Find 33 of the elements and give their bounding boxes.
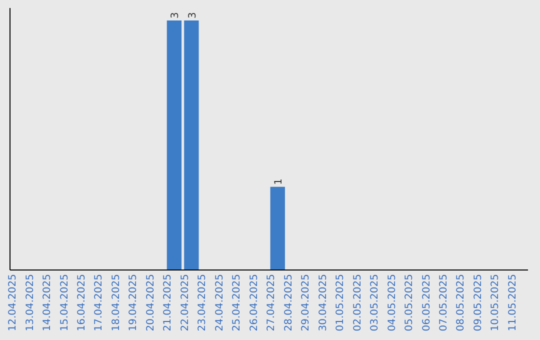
x-tick-label: 03.05.2025 — [370, 274, 381, 332]
x-tick-label: 09.05.2025 — [472, 274, 484, 332]
x-tick-label: 04.05.2025 — [386, 274, 398, 332]
x-tick-label: 12.04.2025 — [8, 274, 19, 332]
x-tick-label: 30.04.2025 — [318, 274, 329, 332]
x-tick-label: 17.04.2025 — [94, 274, 105, 332]
x-tick-label: 23.04.2025 — [197, 274, 208, 332]
x-tick-label: 13.04.2025 — [24, 274, 36, 332]
data-label: 3 — [187, 12, 198, 18]
x-tick-label: 25.04.2025 — [232, 274, 243, 332]
x-tick-label: 10.05.2025 — [490, 274, 502, 332]
x-tick-label: 14.04.2025 — [42, 274, 54, 332]
x-tick-label: 18.04.2025 — [110, 274, 122, 332]
x-tick-label: 15.04.2025 — [59, 274, 70, 332]
x-tick-label: 02.05.2025 — [352, 274, 364, 332]
x-tick-label: 05.05.2025 — [404, 274, 416, 332]
data-label: 1 — [274, 178, 285, 185]
x-tick-label: 07.05.2025 — [438, 274, 450, 332]
x-tick-label: 22.04.2025 — [180, 274, 191, 332]
x-tick-label: 26.04.2025 — [248, 274, 260, 332]
x-tick-label: 20.04.2025 — [145, 274, 156, 332]
x-tick-label: 08.05.2025 — [456, 274, 467, 332]
x-tick-label: 28.04.2025 — [283, 274, 294, 332]
data-label: 3 — [170, 12, 182, 18]
x-tick-label: 19.04.2025 — [128, 274, 140, 332]
x-tick-label: 11.05.2025 — [507, 274, 518, 332]
x-tick-label: 06.05.2025 — [421, 274, 432, 332]
x-tick-label: 29.04.2025 — [300, 274, 312, 332]
x-tick-label: 21.04.2025 — [162, 274, 174, 332]
x-tick-label: 01.05.2025 — [335, 274, 346, 332]
x-tick-label: 16.04.2025 — [76, 274, 88, 332]
x-tick-label: 27.04.2025 — [266, 274, 278, 332]
x-tick-label: 24.04.2025 — [214, 274, 226, 332]
